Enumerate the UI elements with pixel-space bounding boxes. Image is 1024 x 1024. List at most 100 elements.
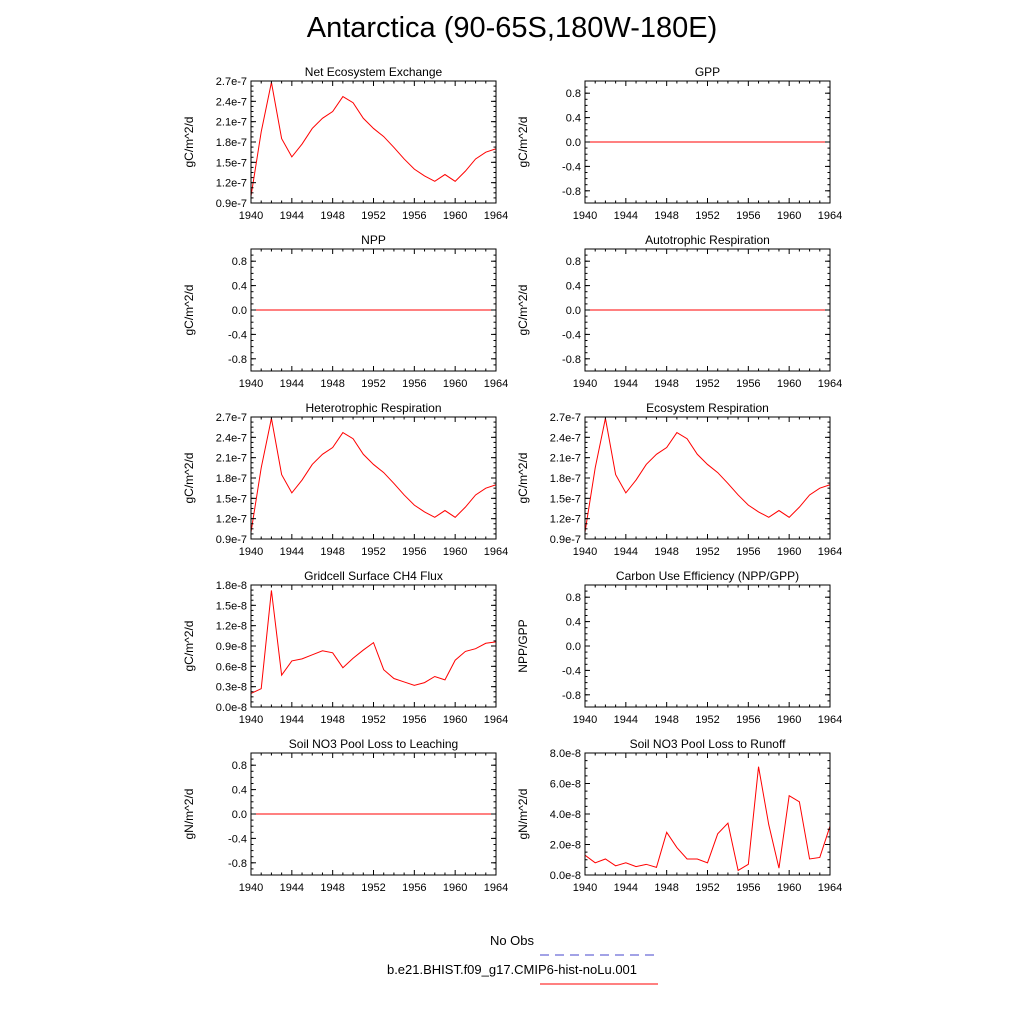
x-tick-label-net-ecosystem-exchange: 1940 bbox=[239, 210, 263, 222]
y-tick-label-npp: 0.8 bbox=[232, 256, 247, 268]
y-tick-label-soil-no3-pool-loss-to-runoff: 8.0e-8 bbox=[550, 748, 581, 760]
panel-soil-no3-pool-loss-to-runoff: 1940 1944 1948 1952 1956 1960 1964 0.0e-8 2.0e-8… bbox=[516, 737, 842, 894]
x-tick-label-gridcell-surface-ch4-flux: 1948 bbox=[320, 714, 344, 726]
plot-frame-net-ecosystem-exchange bbox=[250, 80, 497, 204]
x-tick-label-heterotrophic-respiration: 1940 bbox=[239, 546, 263, 558]
panel-title-soil-no3-pool-loss-to-runoff: Soil NO3 Pool Loss to Runoff bbox=[630, 737, 787, 751]
y-tick-label-carbon-use-efficiency-npp-gpp: -0.8 bbox=[562, 690, 581, 702]
y-tick-label-soil-no3-pool-loss-to-leaching: 0.0 bbox=[232, 809, 247, 821]
y-tick-label-soil-no3-pool-loss-to-runoff: 4.0e-8 bbox=[550, 809, 581, 821]
series-line-ecosystem-respiration bbox=[584, 418, 831, 533]
x-tick-label-heterotrophic-respiration: 1952 bbox=[361, 546, 385, 558]
x-tick-label-npp: 1952 bbox=[361, 378, 385, 390]
y-tick-label-gpp: 0.0 bbox=[566, 137, 581, 149]
y-tick-label-soil-no3-pool-loss-to-leaching: -0.4 bbox=[228, 833, 247, 845]
x-tick-label-ecosystem-respiration: 1956 bbox=[736, 546, 760, 558]
y-tick-label-gpp: 0.8 bbox=[566, 88, 581, 100]
x-tick-label-npp: 1940 bbox=[239, 378, 263, 390]
panel-title-heterotrophic-respiration: Heterotrophic Respiration bbox=[305, 401, 441, 415]
plot-frame-soil-no3-pool-loss-to-runoff bbox=[584, 752, 831, 876]
y-tick-label-npp: 0.4 bbox=[232, 281, 247, 293]
x-tick-label-net-ecosystem-exchange: 1948 bbox=[320, 210, 344, 222]
y-tick-label-ecosystem-respiration: 2.1e-7 bbox=[550, 453, 581, 465]
plot-frame-ecosystem-respiration bbox=[584, 416, 831, 540]
y-tick-label-npp: -0.8 bbox=[228, 354, 247, 366]
y-tick-label-net-ecosystem-exchange: 1.8e-7 bbox=[216, 137, 247, 149]
x-tick-label-gridcell-surface-ch4-flux: 1944 bbox=[280, 714, 304, 726]
y-tick-label-net-ecosystem-exchange: 2.7e-7 bbox=[216, 76, 247, 88]
x-tick-label-ecosystem-respiration: 1948 bbox=[654, 546, 678, 558]
y-tick-label-gpp: 0.4 bbox=[566, 113, 581, 125]
y-tick-label-gridcell-surface-ch4-flux: 0.3e-8 bbox=[216, 682, 247, 694]
y-tick-label-autotrophic-respiration: 0.8 bbox=[566, 256, 581, 268]
y-tick-label-net-ecosystem-exchange: 0.9e-7 bbox=[216, 198, 247, 210]
y-tick-label-gpp: -0.8 bbox=[562, 186, 581, 198]
y-tick-label-heterotrophic-respiration: 2.7e-7 bbox=[216, 412, 247, 424]
x-tick-label-carbon-use-efficiency-npp-gpp: 1944 bbox=[614, 714, 638, 726]
x-tick-label-gpp: 1940 bbox=[573, 210, 597, 222]
panel-heterotrophic-respiration: 1940 1944 1948 1952 1956 1960 1964 0.9e-7 1.2e-7… bbox=[182, 401, 508, 558]
x-tick-label-carbon-use-efficiency-npp-gpp: 1960 bbox=[777, 714, 801, 726]
y-tick-label-heterotrophic-respiration: 2.1e-7 bbox=[216, 453, 247, 465]
y-tick-label-gridcell-surface-ch4-flux: 0.9e-8 bbox=[216, 641, 247, 653]
x-tick-label-net-ecosystem-exchange: 1956 bbox=[402, 210, 426, 222]
y-tick-label-soil-no3-pool-loss-to-leaching: 0.8 bbox=[232, 760, 247, 772]
x-tick-label-gpp: 1960 bbox=[777, 210, 801, 222]
y-axis-label-soil-no3-pool-loss-to-leaching: gN/m^2/d bbox=[182, 789, 196, 840]
y-tick-label-carbon-use-efficiency-npp-gpp: 0.4 bbox=[566, 617, 581, 629]
x-tick-label-heterotrophic-respiration: 1948 bbox=[320, 546, 344, 558]
y-tick-label-soil-no3-pool-loss-to-runoff: 0.0e-8 bbox=[550, 870, 581, 882]
legend-entry-no-obs-label: No Obs bbox=[489, 933, 535, 948]
x-tick-label-npp: 1964 bbox=[484, 378, 508, 390]
series-line-heterotrophic-respiration bbox=[250, 418, 497, 533]
x-tick-label-autotrophic-respiration: 1956 bbox=[736, 378, 760, 390]
x-tick-label-net-ecosystem-exchange: 1960 bbox=[443, 210, 467, 222]
y-tick-label-autotrophic-respiration: -0.8 bbox=[562, 354, 581, 366]
x-tick-label-gpp: 1948 bbox=[654, 210, 678, 222]
y-tick-label-gpp: -0.4 bbox=[562, 161, 581, 173]
x-tick-label-autotrophic-respiration: 1940 bbox=[573, 378, 597, 390]
panel-soil-no3-pool-loss-to-leaching: 1940 1944 1948 1952 1956 1960 1964 -0.8 -0.4 0.0 0… bbox=[182, 737, 508, 894]
y-axis-label-npp: gC/m^2/d bbox=[182, 285, 196, 336]
x-tick-label-heterotrophic-respiration: 1944 bbox=[280, 546, 304, 558]
x-tick-label-gridcell-surface-ch4-flux: 1940 bbox=[239, 714, 263, 726]
x-tick-label-soil-no3-pool-loss-to-leaching: 1960 bbox=[443, 882, 467, 894]
panel-carbon-use-efficiency-npp-gpp: 1940 1944 1948 1952 1956 1960 1964 -0.8 -0.4 0.0 0… bbox=[516, 569, 842, 726]
y-axis-label-gridcell-surface-ch4-flux: gC/m^2/d bbox=[182, 621, 196, 672]
x-tick-label-ecosystem-respiration: 1952 bbox=[695, 546, 719, 558]
x-tick-label-ecosystem-respiration: 1964 bbox=[818, 546, 842, 558]
y-tick-label-autotrophic-respiration: -0.4 bbox=[562, 329, 581, 341]
x-tick-label-soil-no3-pool-loss-to-runoff: 1948 bbox=[654, 882, 678, 894]
x-tick-label-ecosystem-respiration: 1944 bbox=[614, 546, 638, 558]
y-tick-label-soil-no3-pool-loss-to-leaching: 0.4 bbox=[232, 785, 247, 797]
x-tick-label-autotrophic-respiration: 1964 bbox=[818, 378, 842, 390]
y-tick-label-npp: -0.4 bbox=[228, 329, 247, 341]
y-tick-label-npp: 0.0 bbox=[232, 305, 247, 317]
panel-title-autotrophic-respiration: Autotrophic Respiration bbox=[645, 233, 770, 247]
panel-ecosystem-respiration: 1940 1944 1948 1952 1956 1960 1964 0.9e-7 1.2e-7… bbox=[516, 401, 842, 558]
x-tick-label-heterotrophic-respiration: 1964 bbox=[484, 546, 508, 558]
y-axis-label-gpp: gC/m^2/d bbox=[516, 117, 530, 168]
x-tick-label-autotrophic-respiration: 1952 bbox=[695, 378, 719, 390]
x-tick-label-net-ecosystem-exchange: 1964 bbox=[484, 210, 508, 222]
y-tick-label-net-ecosystem-exchange: 1.5e-7 bbox=[216, 157, 247, 169]
x-tick-label-autotrophic-respiration: 1944 bbox=[614, 378, 638, 390]
panel-title-carbon-use-efficiency-npp-gpp: Carbon Use Efficiency (NPP/GPP) bbox=[616, 569, 799, 583]
y-axis-label-soil-no3-pool-loss-to-runoff: gN/m^2/d bbox=[516, 789, 530, 840]
x-tick-label-ecosystem-respiration: 1940 bbox=[573, 546, 597, 558]
x-tick-label-soil-no3-pool-loss-to-runoff: 1960 bbox=[777, 882, 801, 894]
y-tick-label-ecosystem-respiration: 1.2e-7 bbox=[550, 514, 581, 526]
x-tick-label-gridcell-surface-ch4-flux: 1964 bbox=[484, 714, 508, 726]
y-axis-label-autotrophic-respiration: gC/m^2/d bbox=[516, 285, 530, 336]
x-tick-label-heterotrophic-respiration: 1960 bbox=[443, 546, 467, 558]
x-tick-label-soil-no3-pool-loss-to-leaching: 1952 bbox=[361, 882, 385, 894]
x-tick-label-soil-no3-pool-loss-to-runoff: 1952 bbox=[695, 882, 719, 894]
y-tick-label-soil-no3-pool-loss-to-runoff: 6.0e-8 bbox=[550, 779, 581, 791]
x-tick-label-soil-no3-pool-loss-to-leaching: 1964 bbox=[484, 882, 508, 894]
y-tick-label-autotrophic-respiration: 0.0 bbox=[566, 305, 581, 317]
x-tick-label-gpp: 1956 bbox=[736, 210, 760, 222]
panel-npp: 1940 1944 1948 1952 1956 1960 1964 -0.8 -0.4 0.0 0… bbox=[182, 233, 508, 390]
y-tick-label-soil-no3-pool-loss-to-leaching: -0.8 bbox=[228, 858, 247, 870]
legend-lines bbox=[540, 954, 658, 985]
